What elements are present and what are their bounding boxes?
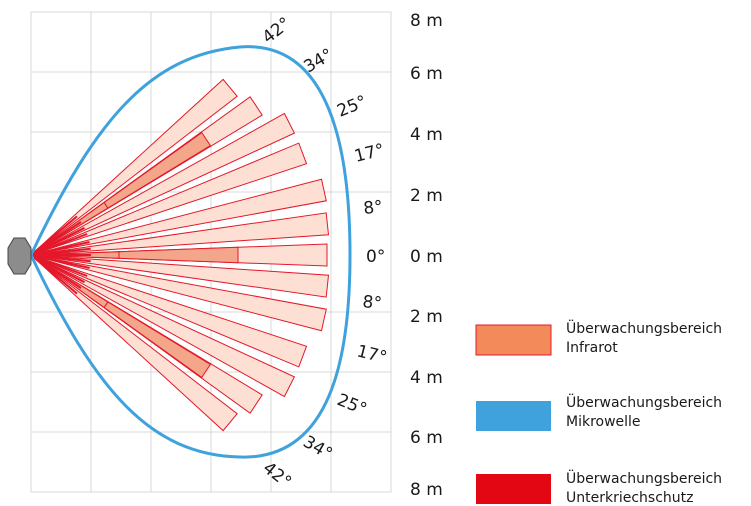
- ir-beam-segment: [103, 301, 212, 379]
- ir-beam: [30, 254, 238, 432]
- ir-beam: [30, 178, 327, 256]
- angle-label: 34°: [300, 432, 336, 464]
- distance-label: 8 m: [410, 11, 443, 31]
- undercrawl-ray: [30, 221, 82, 256]
- ir-beam: [30, 254, 330, 298]
- angle-label: 0°: [366, 247, 385, 267]
- legend-item-infrared: Überwachungsbereich Infrarot: [475, 319, 722, 356]
- angle-label: 25°: [334, 390, 369, 420]
- undercrawl-ray: [30, 254, 85, 284]
- legend-item-undercrawl: Überwachungsbereich Unterkriechschutz: [476, 469, 722, 506]
- ir-beam: [30, 254, 308, 368]
- distance-label: 2 m: [410, 307, 443, 327]
- legend-label-line1: Überwachungsbereich: [566, 469, 722, 487]
- undercrawl-ray: [30, 254, 78, 295]
- angle-label: 42°: [259, 458, 295, 492]
- undercrawl-ray: [30, 254, 82, 289]
- undercrawl-ray: [30, 241, 90, 256]
- undercrawl-ray: [30, 254, 88, 277]
- distance-label: 2 m: [410, 186, 443, 206]
- undercrawl-ray: [30, 254, 91, 263]
- undercrawl-ray: [30, 215, 78, 256]
- distance-label: 8 m: [410, 480, 443, 500]
- legend-label-line2: Infrarot: [566, 340, 618, 356]
- legend-swatch-microwave: [476, 401, 551, 431]
- undercrawl-ray: [30, 254, 90, 269]
- distance-label: 4 m: [410, 125, 443, 145]
- ir-beam: [30, 254, 296, 398]
- legend-item-microwave: Überwachungsbereich Mikrowelle: [476, 393, 722, 431]
- legend-swatch-infrared: [475, 324, 552, 356]
- angle-label: 17°: [355, 341, 389, 368]
- undercrawl-ray: [30, 233, 88, 256]
- ir-beam: [30, 78, 238, 256]
- legend-swatch-undercrawl: [476, 474, 551, 504]
- angle-label: 8°: [362, 197, 383, 219]
- distance-label: 6 m: [410, 428, 443, 448]
- legend-label-line2: Unterkriechschutz: [566, 490, 694, 506]
- distance-label: 4 m: [410, 368, 443, 388]
- microwave-zone: [29, 45, 352, 459]
- distance-label: 6 m: [410, 64, 443, 84]
- grid: [30, 11, 392, 493]
- distance-labels: 8 m 6 m 4 m 2 m 0 m 2 m 4 m 6 m 8 m: [410, 11, 443, 500]
- sensor-icon: [7, 237, 32, 275]
- legend-label-line1: Überwachungsbereich: [566, 393, 722, 411]
- angle-label: 42°: [259, 14, 295, 48]
- undercrawl-ray: [30, 226, 85, 256]
- distance-label: 0 m: [410, 247, 443, 267]
- ir-beam: [30, 142, 308, 256]
- legend-label-line1: Überwachungsbereich: [566, 319, 722, 337]
- angle-label: 8°: [361, 292, 382, 314]
- ir-beam: [30, 212, 330, 256]
- ir-beam: [30, 112, 296, 256]
- legend-label-line2: Mikrowelle: [566, 414, 641, 430]
- legend: Überwachungsbereich Infrarot Überwachung…: [475, 319, 722, 506]
- undercrawl-ray: [30, 247, 91, 256]
- infrared-beams: [30, 78, 330, 432]
- ir-beam-segment: [103, 131, 212, 209]
- ir-beam-segment: [118, 246, 239, 264]
- ir-beam: [30, 254, 327, 332]
- angle-label: 17°: [352, 140, 386, 167]
- angle-label: 25°: [334, 92, 369, 122]
